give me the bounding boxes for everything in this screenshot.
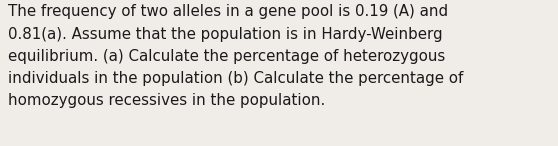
Text: The frequency of two alleles in a gene pool is 0.19 (A) and
0.81(a). Assume that: The frequency of two alleles in a gene p… — [8, 4, 464, 108]
